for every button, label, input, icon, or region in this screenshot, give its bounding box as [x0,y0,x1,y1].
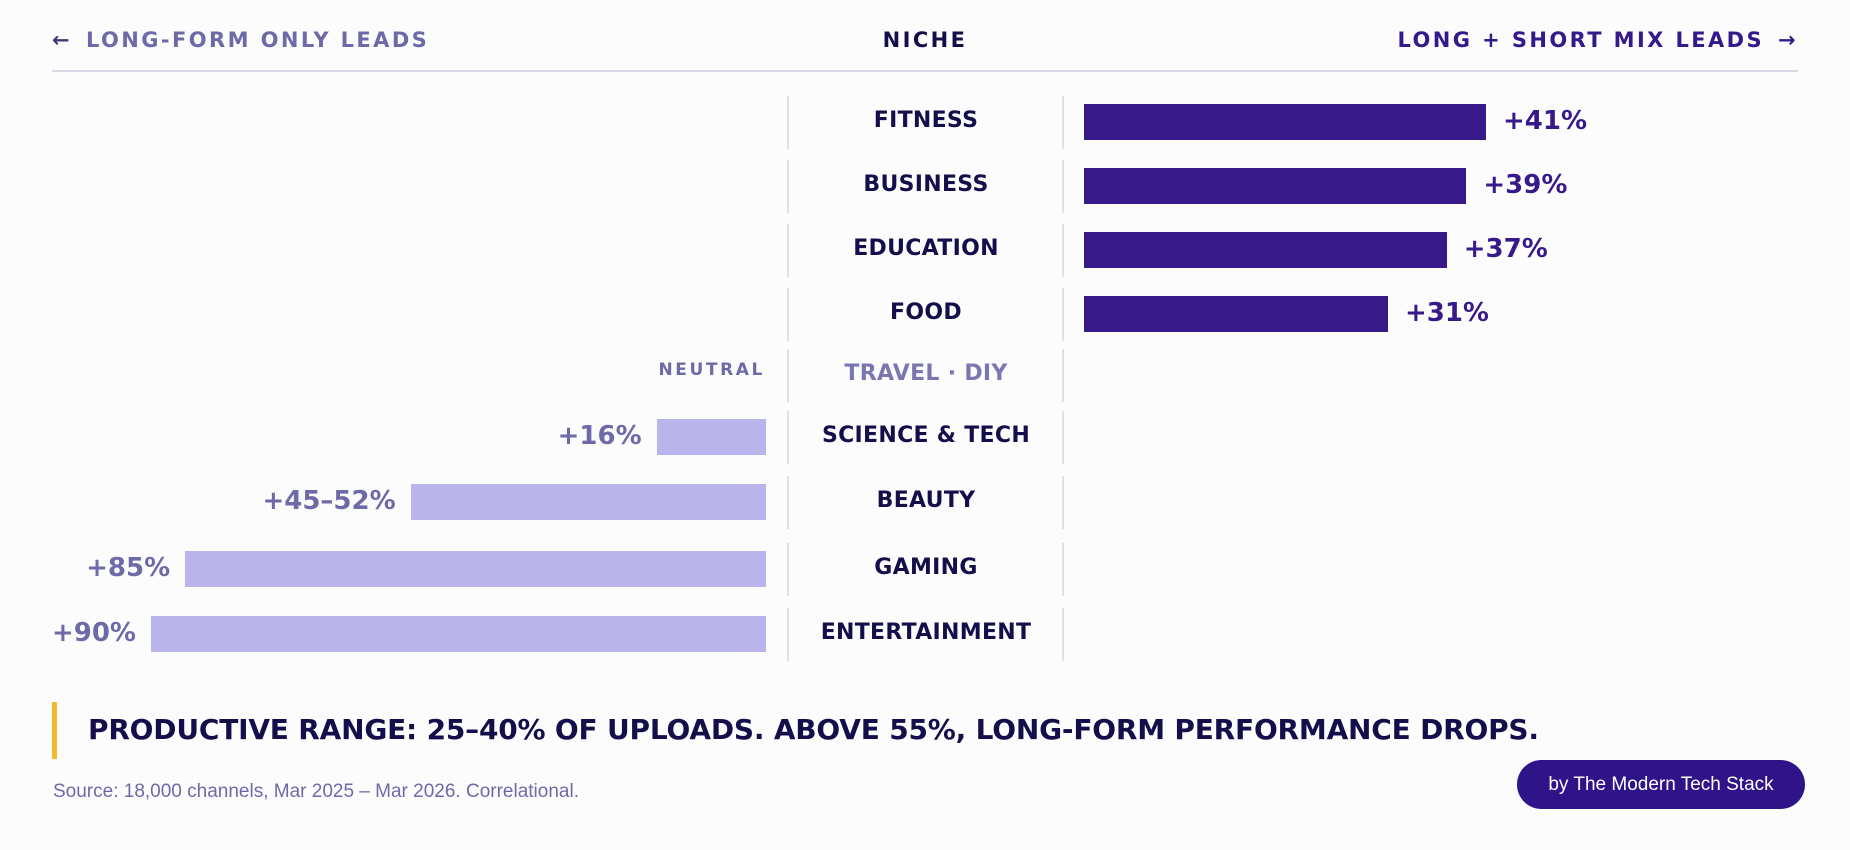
arrow-left-icon: ← [52,28,72,52]
category-label-fitness: FITNESS [873,108,979,133]
row-separator-right [1062,349,1064,402]
bar-beauty [410,484,766,520]
value-label-business: +39% [1483,170,1568,200]
row-separator-left [787,288,789,341]
credit-badge[interactable]: by The Modern Tech Stack [1517,760,1805,809]
bar-education [1084,232,1447,268]
row-separator-right [1062,224,1064,277]
bar-entertainment [151,616,766,652]
row-separator-left [787,543,789,596]
callout-accent-bar [52,702,57,759]
row-separator-left [787,608,789,661]
category-label-beauty: BEAUTY [876,488,976,513]
value-label-science-tech: +16% [557,421,642,451]
row-separator-right [1062,288,1064,341]
category-label-food: FOOD [890,300,962,325]
row-separator-left [787,411,789,464]
row-separator-left [787,476,789,529]
category-label-travel-diy: TRAVEL · DIY [844,361,1008,386]
category-label-education: EDUCATION [853,236,999,261]
category-label-gaming: GAMING [874,555,978,580]
row-separator-left [787,96,789,149]
row-separator-right [1062,543,1064,596]
row-separator-left [787,349,789,402]
row-separator-right [1062,96,1064,149]
chart-header: ← LONG-FORM ONLY LEADS NICHE LONG + SHORT… [52,24,1798,70]
niche-column-header: NICHE [882,28,968,52]
value-label-beauty: +45–52% [262,486,396,516]
row-separator-right [1062,476,1064,529]
row-separator-right [1062,411,1064,464]
right-direction-label: LONG + SHORT MIX LEADS → [1398,28,1798,52]
bar-science-tech [656,419,766,455]
value-label-food: +31% [1404,298,1489,328]
row-separator-left [787,224,789,277]
arrow-right-icon: → [1778,28,1798,52]
category-label-science-tech: SCIENCE & TECH [821,423,1031,448]
source-note: Source: 18,000 channels, Mar 2025 – Mar … [53,781,579,802]
bar-gaming [185,551,766,587]
bar-food [1084,296,1388,332]
left-direction-text: LONG-FORM ONLY LEADS [86,28,430,52]
value-label-education: +37% [1463,234,1548,264]
callout-text: PRODUCTIVE RANGE: 25–40% OF UPLOADS. ABO… [88,713,1539,746]
value-label-entertainment: +90% [51,618,136,648]
row-separator-right [1062,608,1064,661]
category-label-business: BUSINESS [863,172,989,197]
value-label-fitness: +41% [1503,106,1588,136]
category-label-entertainment: ENTERTAINMENT [820,620,1032,645]
row-separator-left [787,160,789,213]
value-label-gaming: +85% [86,553,171,583]
bar-business [1084,168,1467,204]
row-separator-right [1062,160,1064,213]
header-divider [52,70,1798,72]
left-direction-label: ← LONG-FORM ONLY LEADS [52,28,429,52]
right-direction-text: LONG + SHORT MIX LEADS [1397,28,1764,52]
bar-fitness [1084,104,1486,140]
neutral-label: NEUTRAL [658,360,765,380]
